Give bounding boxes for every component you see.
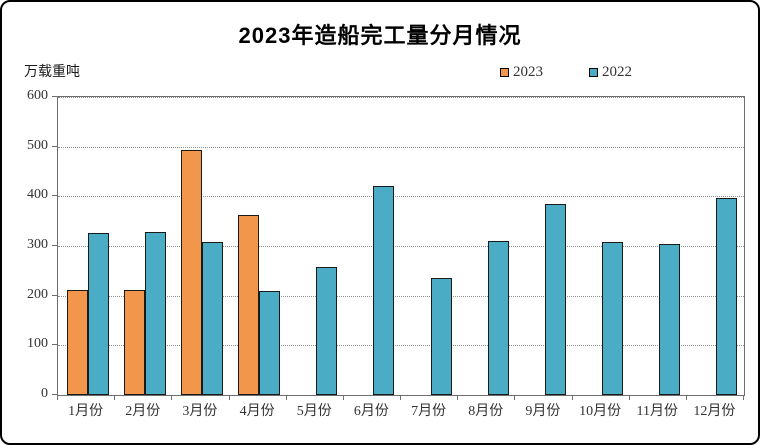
y-tick-mark <box>52 96 57 97</box>
y-tick-label-400: 400 <box>27 187 48 203</box>
x-tick-label-month-8: 8月份 <box>468 404 504 419</box>
x-tick-mark <box>514 395 516 400</box>
y-tick-label-100: 100 <box>27 336 48 352</box>
legend-item-2022: 2022 <box>589 65 632 80</box>
y-tick-label-500: 500 <box>27 137 48 153</box>
legend-label-2023: 2023 <box>513 64 543 80</box>
x-tick-mark <box>114 395 116 400</box>
bar-2023-month-4 <box>238 215 260 395</box>
bar-2022-month-2 <box>144 232 166 395</box>
x-tick-label-month-4: 4月份 <box>239 404 275 419</box>
x-tick-mark <box>57 395 58 400</box>
y-tick-label-0: 0 <box>41 386 48 401</box>
x-tick-label-month-1: 1月份 <box>68 404 104 419</box>
bar-2023-month-2 <box>123 290 145 395</box>
x-tick-mark <box>628 395 630 400</box>
x-tick-label-month-10: 10月份 <box>579 404 622 419</box>
x-tick-mark <box>228 395 230 400</box>
bar-2022-month-7 <box>430 278 452 395</box>
x-tick-label-month-11: 11月份 <box>636 404 678 419</box>
x-tick-mark <box>685 395 687 400</box>
bar-2022-month-6 <box>373 186 395 395</box>
bar-2023-month-1 <box>66 290 88 395</box>
legend: 2023 2022 <box>500 65 632 80</box>
legend-swatch-2022 <box>589 68 598 77</box>
gridline-200 <box>58 295 744 297</box>
y-tick-label-200: 200 <box>27 286 48 302</box>
y-tick-mark <box>52 245 57 246</box>
gridline-300 <box>58 246 744 247</box>
x-tick-label-month-12: 12月份 <box>693 404 736 419</box>
gridline-500 <box>58 146 744 148</box>
x-tick-mark <box>571 395 573 400</box>
legend-item-2023: 2023 <box>500 65 543 80</box>
bar-2022-month-11 <box>659 244 681 395</box>
y-tick-mark <box>52 294 57 296</box>
x-tick-label-month-9: 9月份 <box>525 404 561 419</box>
gridline-400 <box>58 196 744 198</box>
x-tick-label-month-7: 7月份 <box>411 404 447 419</box>
x-tick-mark <box>743 395 744 400</box>
bar-2022-month-12 <box>716 198 738 395</box>
bar-2022-month-8 <box>487 241 509 395</box>
x-tick-label-month-2: 2月份 <box>125 404 161 419</box>
chart-title: 2023年造船完工量分月情况 <box>238 23 522 48</box>
y-axis-unit-label: 万载重吨 <box>24 63 80 79</box>
y-tick-label-300: 300 <box>27 237 48 252</box>
bar-2022-month-9 <box>544 204 566 395</box>
y-tick-mark <box>52 344 57 346</box>
x-tick-mark <box>400 395 401 400</box>
bar-2023-month-3 <box>180 150 202 395</box>
x-tick-label-month-6: 6月份 <box>353 404 389 419</box>
y-tick-label-600: 600 <box>27 88 48 103</box>
x-tick-mark <box>171 395 173 400</box>
plot-area <box>57 96 745 396</box>
x-tick-label-month-3: 3月份 <box>182 404 218 419</box>
x-tick-mark <box>285 395 287 400</box>
x-tick-mark <box>342 395 344 400</box>
legend-label-2022: 2022 <box>602 64 632 80</box>
bar-2022-month-1 <box>87 233 109 395</box>
bar-2022-month-10 <box>602 242 624 395</box>
legend-swatch-2023 <box>500 68 509 77</box>
y-tick-mark <box>52 145 57 147</box>
bar-2022-month-3 <box>201 242 223 395</box>
x-tick-mark <box>457 395 459 400</box>
bar-2022-month-5 <box>316 267 338 395</box>
y-tick-mark <box>52 394 57 395</box>
gridline-600 <box>58 97 744 98</box>
x-tick-label-month-5: 5月份 <box>296 404 332 419</box>
bar-2022-month-4 <box>259 291 281 395</box>
gridline-100 <box>58 345 744 347</box>
y-tick-mark <box>52 195 57 197</box>
